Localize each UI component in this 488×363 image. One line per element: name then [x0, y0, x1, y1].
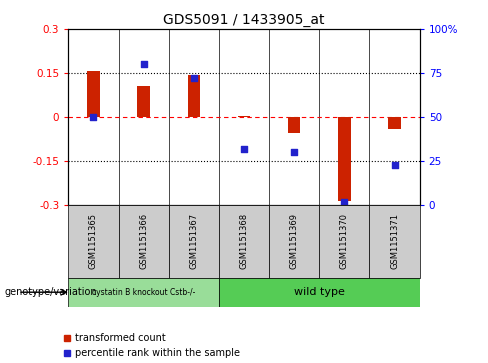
Text: GSM1151368: GSM1151368	[240, 213, 248, 269]
Legend: transformed count, percentile rank within the sample: transformed count, percentile rank withi…	[63, 333, 240, 358]
Point	[341, 199, 348, 204]
Bar	[269, 205, 319, 278]
Text: genotype/variation: genotype/variation	[5, 287, 98, 297]
Point	[190, 76, 198, 81]
Bar	[87, 71, 100, 117]
Bar	[169, 205, 219, 278]
Bar	[319, 205, 369, 278]
Point	[240, 146, 248, 152]
Bar	[369, 205, 420, 278]
Text: GSM1151366: GSM1151366	[139, 213, 148, 269]
Text: GSM1151365: GSM1151365	[89, 213, 98, 269]
Text: GSM1151371: GSM1151371	[390, 213, 399, 269]
Bar	[219, 205, 269, 278]
Text: cystatin B knockout Cstb-/-: cystatin B knockout Cstb-/-	[92, 288, 195, 297]
Bar	[137, 86, 150, 117]
Text: GSM1151370: GSM1151370	[340, 213, 349, 269]
Title: GDS5091 / 1433905_at: GDS5091 / 1433905_at	[163, 13, 325, 26]
Bar	[338, 117, 351, 201]
Bar	[68, 278, 219, 307]
Bar	[288, 117, 301, 133]
Bar	[119, 205, 169, 278]
Bar	[68, 205, 119, 278]
Bar	[219, 278, 420, 307]
Point	[140, 61, 147, 67]
Bar	[187, 75, 200, 117]
Point	[391, 162, 399, 167]
Bar	[238, 115, 250, 117]
Point	[89, 114, 97, 120]
Text: GSM1151367: GSM1151367	[189, 213, 198, 269]
Bar	[388, 117, 401, 129]
Point	[290, 150, 298, 155]
Text: wild type: wild type	[294, 287, 345, 297]
Text: GSM1151369: GSM1151369	[290, 213, 299, 269]
